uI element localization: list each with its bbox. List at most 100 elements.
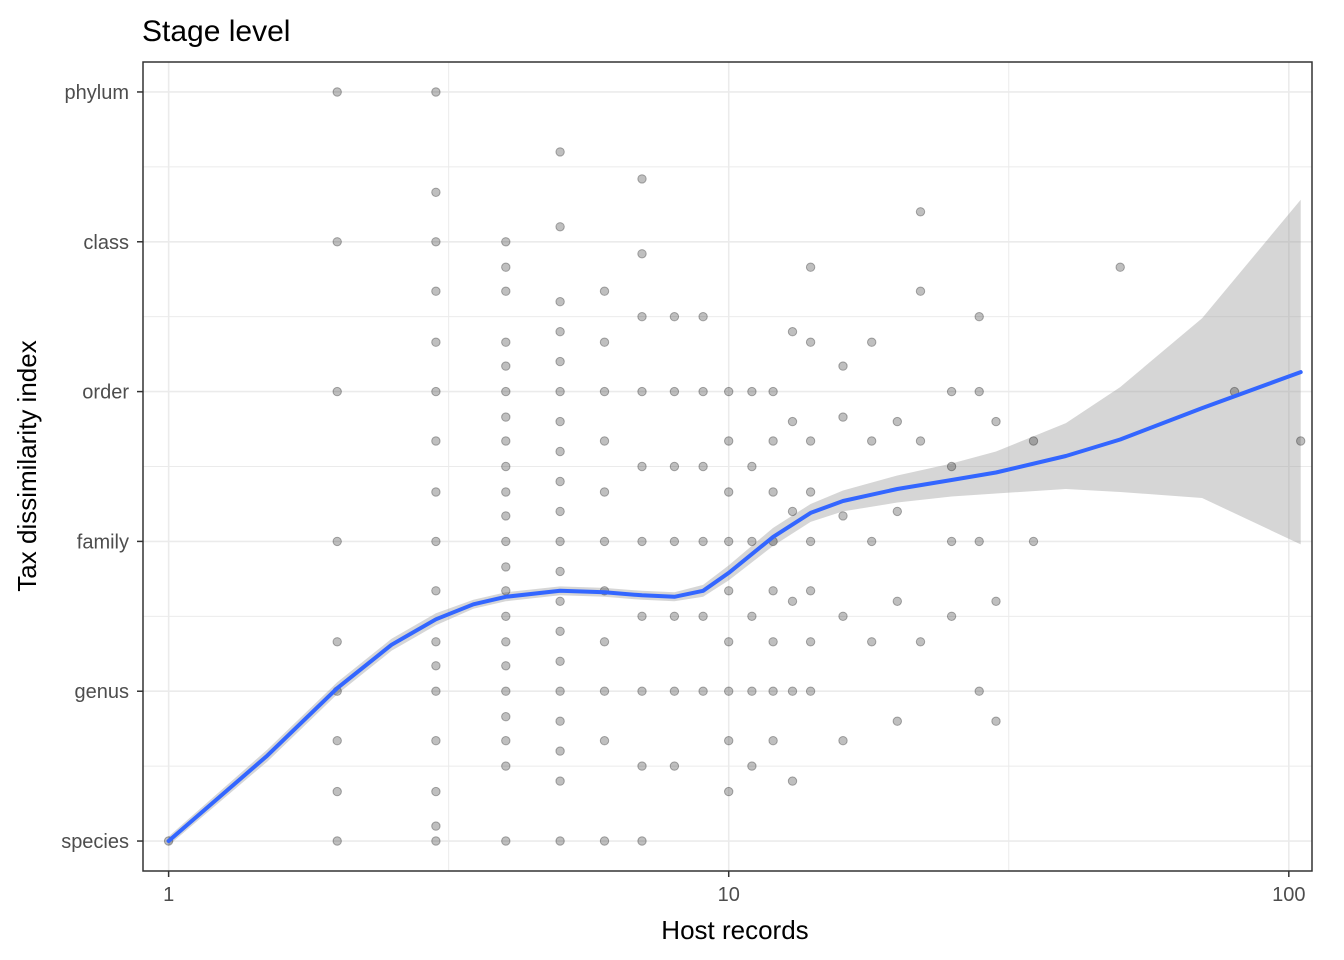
data-point [431,436,441,446]
data-point [787,776,798,786]
data-point [637,686,647,696]
data-point [431,386,441,397]
data-point [1028,436,1039,446]
data-point [974,386,984,397]
data-point [637,174,647,184]
data-point [637,761,647,771]
data-point [669,461,680,472]
data-point [892,506,902,517]
data-point [974,312,984,322]
data-point [698,536,708,547]
data-point [867,637,877,647]
data-point [555,356,565,367]
data-point [698,461,708,472]
data-point [555,746,565,756]
data-point [501,412,511,422]
data-point [946,536,957,547]
data-point [555,476,565,487]
data-point [599,386,610,397]
data-point [892,416,902,427]
data-point [332,736,342,746]
data-point [599,836,610,846]
data-point [805,337,816,347]
data-point [698,386,708,397]
data-point [915,637,926,647]
data-point [669,312,680,322]
data-point [555,506,565,517]
data-point [501,487,511,497]
data-point [805,436,816,446]
data-point [892,716,902,726]
data-point [747,536,757,547]
data-point [431,786,441,797]
data-point [724,686,734,696]
data-point [991,416,1001,427]
data-point [991,596,1001,606]
data-point [915,436,926,446]
data-point [915,286,926,296]
data-point [501,761,511,771]
data-point [555,566,565,577]
data-point [555,536,565,547]
data-point [724,736,734,746]
data-point [501,337,511,347]
y-axis: species genus family order class phylum [61,82,143,853]
data-point [501,686,511,696]
data-point [1115,262,1125,272]
data-point [555,446,565,457]
data-point [501,536,511,547]
data-point [599,637,610,647]
data-point [946,461,957,472]
y-axis-title: Tax dissimilarity index [12,340,42,591]
data-point [501,386,511,397]
data-point [431,686,441,696]
data-point [637,611,647,621]
data-point [431,536,441,547]
data-point [867,337,877,347]
data-point [555,716,565,726]
data-point [431,487,441,497]
data-point [724,487,734,497]
data-point [501,712,511,722]
data-point [724,586,734,596]
data-point [555,836,565,846]
data-point [637,536,647,547]
data-point [431,586,441,596]
data-point [892,596,902,606]
data-point [787,686,798,696]
data-point [431,237,441,247]
data-point [805,536,816,547]
data-point [555,656,565,666]
data-point [805,686,816,696]
data-point [501,736,511,746]
data-point [501,836,511,846]
data-point [768,436,778,446]
data-point [768,586,778,596]
data-point [501,637,511,647]
data-point [501,586,511,596]
data-point [501,262,511,272]
data-point [332,237,342,247]
data-point [431,337,441,347]
data-point [431,286,441,296]
data-point [768,386,778,397]
data-point [669,686,680,696]
y-tick-label: order [82,382,129,404]
x-tick-label: 1 [163,884,174,906]
data-point [768,736,778,746]
data-point [599,487,610,497]
data-point [555,596,565,606]
data-point [698,686,708,696]
data-point [637,836,647,846]
data-point [669,611,680,621]
data-point [332,836,342,846]
data-point [805,262,816,272]
data-point [747,686,757,696]
data-point [724,786,734,797]
smooth-line-layer [166,370,1303,843]
data-point [332,87,342,97]
data-point [768,686,778,696]
chart-title: Stage level [142,15,290,48]
data-point [501,361,511,371]
data-point [431,87,441,97]
